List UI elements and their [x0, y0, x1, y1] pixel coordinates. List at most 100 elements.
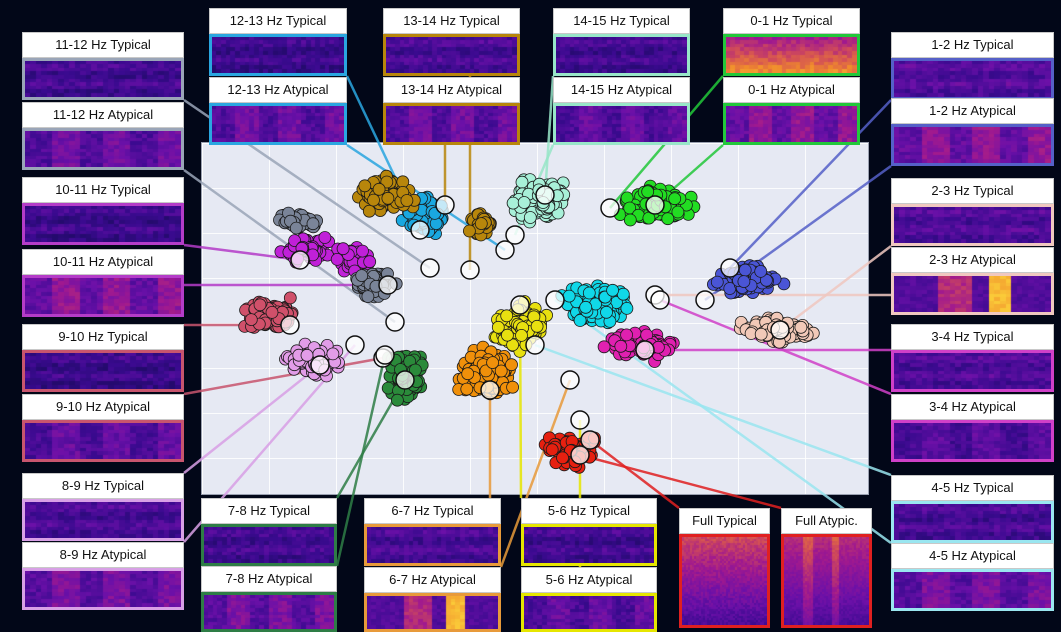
spectrogram-panel-10-11-atyp: 10-11 Hz Atypical [22, 249, 184, 317]
spectrogram-panel-6-7-typ: 6-7 Hz Typical [364, 498, 501, 566]
spectrogram-heatmap [682, 537, 767, 625]
spectrogram-heatmap [25, 206, 181, 242]
panel-label: 9-10 Hz Typical [22, 324, 184, 350]
spectrogram-panel-14-15-typ: 14-15 Hz Typical [553, 8, 690, 76]
spectrogram-image [22, 420, 184, 462]
panel-label: 2-3 Hz Typical [891, 178, 1054, 204]
spectrogram-heatmap [25, 131, 181, 167]
spectrogram-image [22, 203, 184, 245]
spectrogram-panel-full-typ: Full Typical [679, 508, 770, 628]
spectrogram-image [364, 593, 501, 632]
panel-label: 10-11 Hz Atypical [22, 249, 184, 275]
spectrogram-panel-full-atyp: Full Atypic. [781, 508, 872, 628]
spectrogram-heatmap [25, 353, 181, 389]
panel-label: 13-14 Hz Atypical [383, 77, 520, 103]
panel-label: 3-4 Hz Atypical [891, 394, 1054, 420]
spectrogram-image [521, 593, 657, 632]
spectrogram-panel-12-13-atyp: 12-13 Hz Atypical [209, 77, 347, 145]
spectrogram-panel-0-1-typ: 0-1 Hz Typical [723, 8, 860, 76]
spectrogram-image [723, 103, 860, 145]
panel-label: 0-1 Hz Atypical [723, 77, 860, 103]
panel-label: 4-5 Hz Atypical [891, 543, 1054, 569]
panel-label: 1-2 Hz Atypical [891, 98, 1054, 124]
spectrogram-heatmap [894, 504, 1051, 540]
spectrogram-panel-7-8-typ: 7-8 Hz Typical [201, 498, 337, 566]
spectrogram-heatmap [25, 502, 181, 538]
spectrogram-heatmap [524, 596, 654, 629]
spectrogram-heatmap [894, 572, 1051, 608]
spectrogram-heatmap [212, 106, 344, 142]
panel-label: 5-6 Hz Typical [521, 498, 657, 524]
spectrogram-image [22, 128, 184, 170]
panel-label: 8-9 Hz Typical [22, 473, 184, 499]
spectrogram-panel-14-15-atyp: 14-15 Hz Atypical [553, 77, 690, 145]
spectrogram-image [553, 34, 690, 76]
tsne-plot-area [201, 142, 869, 495]
panel-label: 11-12 Hz Atypical [22, 102, 184, 128]
spectrogram-panel-5-6-typ: 5-6 Hz Typical [521, 498, 657, 566]
spectrogram-heatmap [25, 278, 181, 314]
panel-label: 7-8 Hz Typical [201, 498, 337, 524]
spectrogram-heatmap [524, 527, 654, 563]
spectrogram-heatmap [894, 276, 1051, 312]
spectrogram-image [201, 592, 337, 632]
panel-label: 2-3 Hz Atypical [891, 247, 1054, 273]
panel-label: 12-13 Hz Atypical [209, 77, 347, 103]
panel-label: 11-12 Hz Typical [22, 32, 184, 58]
spectrogram-heatmap [726, 37, 857, 73]
panel-label: 0-1 Hz Typical [723, 8, 860, 34]
spectrogram-image [781, 534, 872, 628]
spectrogram-panel-5-6-atyp: 5-6 Hz Atypical [521, 567, 657, 632]
spectrogram-image [364, 524, 501, 566]
spectrogram-heatmap [556, 106, 687, 142]
spectrogram-panel-2-3-typ: 2-3 Hz Typical [891, 178, 1054, 246]
spectrogram-heatmap [367, 596, 498, 629]
spectrogram-image [891, 58, 1054, 100]
spectrogram-image [891, 350, 1054, 392]
spectrogram-image [723, 34, 860, 76]
spectrogram-panel-9-10-typ: 9-10 Hz Typical [22, 324, 184, 392]
spectrogram-heatmap [894, 61, 1051, 97]
spectrogram-panel-6-7-atyp: 6-7 Hz Atypical [364, 567, 501, 632]
spectrogram-image [891, 204, 1054, 246]
spectrogram-heatmap [894, 423, 1051, 459]
spectrogram-heatmap [556, 37, 687, 73]
spectrogram-heatmap [212, 37, 344, 73]
spectrogram-image [891, 273, 1054, 315]
spectrogram-image [383, 34, 520, 76]
spectrogram-image [209, 103, 347, 145]
spectrogram-image [22, 568, 184, 610]
spectrogram-panel-12-13-typ: 12-13 Hz Typical [209, 8, 347, 76]
spectrogram-panel-1-2-atyp: 1-2 Hz Atypical [891, 98, 1054, 166]
spectrogram-image [22, 275, 184, 317]
spectrogram-panel-13-14-atyp: 13-14 Hz Atypical [383, 77, 520, 145]
panel-label: 9-10 Hz Atypical [22, 394, 184, 420]
spectrogram-image [209, 34, 347, 76]
spectrogram-image [679, 534, 770, 628]
spectrogram-heatmap [204, 595, 334, 629]
spectrogram-panel-1-2-typ: 1-2 Hz Typical [891, 32, 1054, 100]
spectrogram-heatmap [726, 106, 857, 142]
spectrogram-heatmap [386, 37, 517, 73]
spectrogram-panel-4-5-atyp: 4-5 Hz Atypical [891, 543, 1054, 611]
spectrogram-heatmap [367, 527, 498, 563]
panel-label: 5-6 Hz Atypical [521, 567, 657, 593]
spectrogram-image [891, 124, 1054, 166]
spectrogram-heatmap [894, 207, 1051, 243]
spectrogram-panel-4-5-typ: 4-5 Hz Typical [891, 475, 1054, 543]
spectrogram-heatmap [204, 527, 334, 563]
panel-label: 7-8 Hz Atypical [201, 566, 337, 592]
spectrogram-heatmap [25, 423, 181, 459]
spectrogram-panel-2-3-atyp: 2-3 Hz Atypical [891, 247, 1054, 315]
spectrogram-heatmap [894, 353, 1051, 389]
spectrogram-heatmap [894, 127, 1051, 163]
spectrogram-panel-0-1-atyp: 0-1 Hz Atypical [723, 77, 860, 145]
panel-label: 4-5 Hz Typical [891, 475, 1054, 501]
spectrogram-heatmap [386, 106, 517, 142]
spectrogram-image [891, 501, 1054, 543]
spectrogram-heatmap [25, 61, 181, 97]
spectrogram-image [891, 420, 1054, 462]
panel-label: Full Typical [679, 508, 770, 534]
panel-label: 1-2 Hz Typical [891, 32, 1054, 58]
